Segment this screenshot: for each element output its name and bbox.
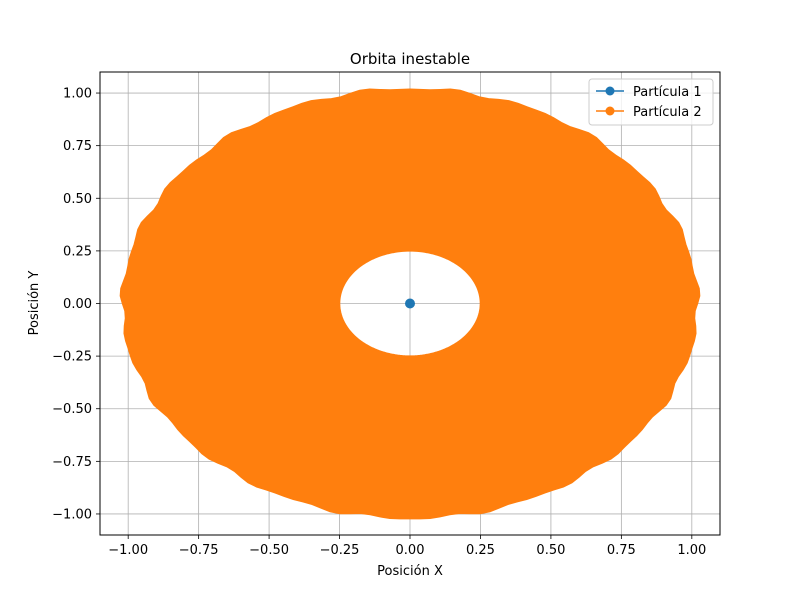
y-tick-label: −0.75 — [52, 455, 92, 470]
x-tick-label: −1.00 — [108, 543, 148, 558]
y-tick-label: −0.50 — [52, 402, 92, 417]
legend-marker-particle-2 — [605, 106, 615, 116]
legend-label-particle-1: Partícula 1 — [633, 85, 702, 100]
series-layer — [119, 88, 701, 520]
y-tick-label: −0.25 — [52, 350, 92, 365]
x-tick-label: −0.25 — [320, 543, 360, 558]
x-tick-label: 0.25 — [466, 543, 495, 558]
y-tick-label: 0.75 — [63, 139, 92, 154]
y-tick-label: 0.50 — [63, 192, 92, 207]
x-tick-label: −0.75 — [179, 543, 219, 558]
x-axis-title: Posición X — [377, 564, 443, 579]
x-tick-label: 0.75 — [607, 543, 636, 558]
x-tick-label: 1.00 — [677, 543, 706, 558]
particle-1-point — [405, 298, 415, 309]
y-tick-label: −1.00 — [52, 507, 92, 522]
y-tick-label: 0.00 — [63, 297, 92, 312]
x-axis-ticks: −1.00 −0.75 −0.50 −0.25 0.00 0.25 0.50 0.75 1.00 — [108, 535, 706, 558]
legend-label-particle-2: Partícula 2 — [633, 105, 702, 120]
y-tick-label: 1.00 — [63, 87, 92, 102]
y-axis-ticks: −1.00 −0.75 −0.50 −0.25 0.00 0.25 0.50 0.75 1.00 — [52, 87, 100, 522]
legend-marker-particle-1 — [605, 86, 615, 96]
chart-title: Orbita inestable — [350, 50, 470, 68]
particle-2-orbit — [119, 88, 701, 520]
x-tick-label: −0.50 — [249, 543, 289, 558]
y-axis-title: Posición Y — [27, 271, 42, 336]
x-tick-label: 0.50 — [536, 543, 565, 558]
y-tick-label: 0.25 — [63, 244, 92, 259]
legend: Partícula 1 Partícula 2 — [588, 78, 714, 126]
x-tick-label: 0.00 — [396, 543, 425, 558]
